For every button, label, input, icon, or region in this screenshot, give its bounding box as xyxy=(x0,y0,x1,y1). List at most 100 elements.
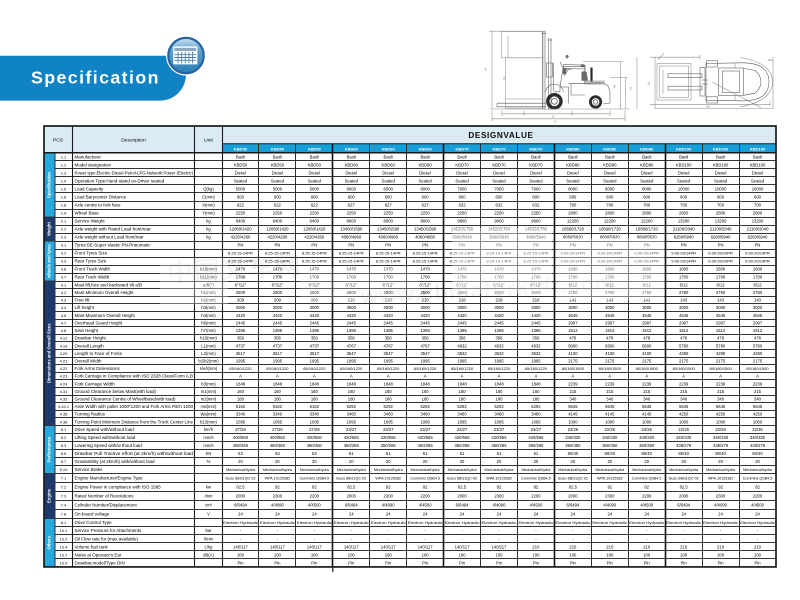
svg-text:Seated: Seated xyxy=(640,178,654,183)
svg-text:Rear Tyres Size: Rear Tyres Size xyxy=(75,259,107,264)
svg-text:A: A xyxy=(461,374,464,379)
svg-text:356: 356 xyxy=(422,336,430,341)
svg-text:On-board voltage: On-board voltage xyxy=(75,512,110,517)
svg-text:KBD50: KBD50 xyxy=(271,162,285,167)
svg-text:5600: 5600 xyxy=(568,343,578,348)
svg-text:Model designation: Model designation xyxy=(75,162,112,167)
svg-text:22/26: 22/26 xyxy=(605,427,616,432)
svg-text:2200: 2200 xyxy=(642,494,652,499)
svg-text:h2(mm): h2(mm) xyxy=(201,298,216,303)
svg-text:3547: 3547 xyxy=(420,351,430,356)
svg-text:Turning Point Minimum Distance: Turning Point Minimum Distance from the … xyxy=(75,419,194,424)
svg-text:2239: 2239 xyxy=(568,381,578,386)
svg-text:9.00-20/14PR: 9.00-20/14PR xyxy=(708,259,733,264)
svg-text:KBD80: KBD80 xyxy=(603,146,617,151)
svg-text:210: 210 xyxy=(717,544,725,549)
svg-text:6°/12°: 6°/12° xyxy=(272,282,284,287)
svg-text:10.4: 10.4 xyxy=(60,544,69,549)
svg-text:82.5: 82.5 xyxy=(347,485,356,490)
svg-text:180: 180 xyxy=(422,396,430,401)
svg-text:A: A xyxy=(719,374,722,379)
svg-text:600: 600 xyxy=(385,195,393,200)
svg-text:2500: 2500 xyxy=(310,290,320,295)
svg-text:1700: 1700 xyxy=(605,275,615,280)
svg-text:180: 180 xyxy=(311,396,319,401)
svg-text:215: 215 xyxy=(680,389,688,394)
svg-text:6°/12°: 6°/12° xyxy=(530,282,542,287)
svg-text:KBD80: KBD80 xyxy=(566,146,580,151)
svg-text:600: 600 xyxy=(754,195,762,200)
svg-text:5545: 5545 xyxy=(568,404,578,409)
svg-text:-: - xyxy=(609,536,611,541)
svg-text:2239: 2239 xyxy=(753,381,763,386)
svg-text:2175: 2175 xyxy=(568,358,578,363)
svg-text:KBD60: KBD60 xyxy=(382,146,396,151)
svg-text:2500: 2500 xyxy=(384,290,394,295)
svg-text:3000: 3000 xyxy=(679,305,689,310)
svg-text:350/285: 350/285 xyxy=(381,443,397,448)
svg-text:215: 215 xyxy=(717,389,725,394)
svg-text:210: 210 xyxy=(754,544,762,549)
svg-text:Ground Clearance Centre of Whe: Ground Clearance Centre of Wheelbase(wit… xyxy=(75,396,177,401)
svg-text:4420: 4420 xyxy=(236,313,246,318)
svg-text:2997: 2997 xyxy=(753,320,763,325)
svg-text:65/160/1220: 65/160/1220 xyxy=(303,366,326,371)
svg-text:10000: 10000 xyxy=(678,187,690,192)
svg-text:A: A xyxy=(756,374,759,379)
svg-text:2997: 2997 xyxy=(642,320,652,325)
svg-text:2800: 2800 xyxy=(679,211,689,216)
svg-text:WPA.10125382: WPA.10125382 xyxy=(708,477,734,481)
svg-text:3340: 3340 xyxy=(236,412,246,417)
svg-text:Seated: Seated xyxy=(529,178,543,183)
svg-text:20: 20 xyxy=(349,459,354,464)
svg-text:4.32: 4.32 xyxy=(60,396,69,401)
svg-text:4420: 4420 xyxy=(273,313,283,318)
svg-text:6/6494: 6/6494 xyxy=(456,503,469,508)
svg-text:9600: 9600 xyxy=(494,219,504,224)
svg-text:m2(mm): m2(mm) xyxy=(201,396,217,401)
svg-text:4/4090: 4/4090 xyxy=(382,503,395,508)
svg-text:3000: 3000 xyxy=(716,305,726,310)
svg-text:7.1: 7.1 xyxy=(61,476,67,481)
svg-text:600: 600 xyxy=(348,195,356,200)
svg-text:8000: 8000 xyxy=(568,187,578,192)
svg-text:13450/1590: 13450/1590 xyxy=(377,227,400,232)
svg-text:3000: 3000 xyxy=(384,305,394,310)
svg-text:KBD70: KBD70 xyxy=(529,162,543,167)
svg-text:mm/s: mm/s xyxy=(203,443,213,448)
svg-text:356: 356 xyxy=(274,336,282,341)
svg-text:1995: 1995 xyxy=(384,358,394,363)
svg-text:210: 210 xyxy=(422,298,430,303)
svg-text:1000: 1000 xyxy=(753,419,763,424)
svg-text:-: - xyxy=(757,528,759,533)
svg-text:h1(mm): h1(mm) xyxy=(201,290,216,295)
svg-text:7.8: 7.8 xyxy=(61,512,67,517)
svg-text:2000: 2000 xyxy=(568,494,578,499)
svg-text:100: 100 xyxy=(532,552,540,557)
svg-text:8.25-15-14PR: 8.25-15-14PR xyxy=(265,259,290,264)
svg-text:53: 53 xyxy=(238,451,243,456)
svg-text:21100/2040: 21100/2040 xyxy=(747,227,769,232)
svg-text:4932: 4932 xyxy=(531,343,541,348)
svg-text:143: 143 xyxy=(754,298,762,303)
svg-text:143: 143 xyxy=(569,298,577,303)
svg-text:180: 180 xyxy=(385,396,393,401)
svg-text:Overall Width: Overall Width xyxy=(75,358,103,363)
svg-text:21100/2040: 21100/2040 xyxy=(673,227,695,232)
svg-text:Electron Hydraulic: Electron Hydraulic xyxy=(223,521,258,525)
svg-text:356: 356 xyxy=(311,336,319,341)
svg-text:1700: 1700 xyxy=(753,275,763,280)
svg-text:27/29: 27/29 xyxy=(309,427,320,432)
svg-text:82: 82 xyxy=(534,485,539,490)
svg-text:100: 100 xyxy=(643,552,651,557)
svg-text:65/160/1220: 65/160/1220 xyxy=(377,366,400,371)
svg-text:Baoli: Baoli xyxy=(236,154,245,159)
svg-text:92: 92 xyxy=(718,485,723,490)
svg-text:9600: 9600 xyxy=(457,219,467,224)
svg-text:a/B(°): a/B(°) xyxy=(203,282,214,287)
svg-text:4280: 4280 xyxy=(716,351,726,356)
svg-text:478: 478 xyxy=(754,336,762,341)
svg-text:Mechanical/hydra: Mechanical/hydra xyxy=(595,468,625,472)
svg-text:12200: 12200 xyxy=(604,219,616,224)
svg-text:6/12: 6/12 xyxy=(680,282,689,287)
